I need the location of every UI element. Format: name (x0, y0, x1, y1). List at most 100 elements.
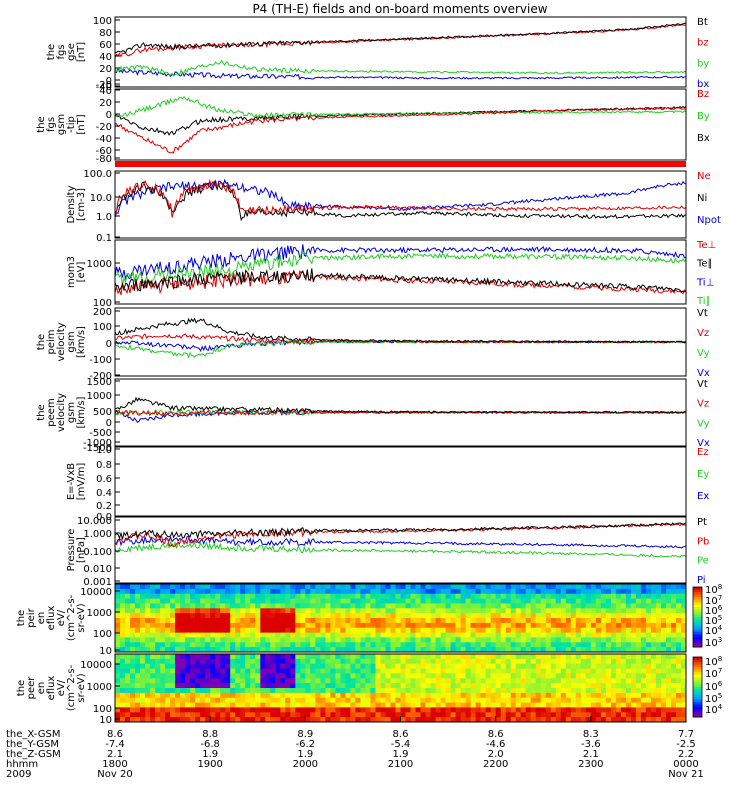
y-tick-label: 1000 (87, 259, 112, 270)
x-axis: the_X-GSMthe_Y-GSMthe_Z-GSMhhmm20098.6-7… (6, 716, 704, 780)
legend: Bz By Bx (697, 89, 710, 144)
y-tick-label: 100 (93, 298, 112, 309)
y-axis-label-line: en (36, 612, 47, 625)
y-axis-label-line: the (46, 44, 57, 60)
plot-frame (114, 583, 687, 653)
y-tick-label: 0.001 (83, 577, 112, 588)
y-tick-label: -80 (96, 154, 112, 165)
legend-entry-Vx: Vx (697, 368, 710, 379)
y-axis-label-line: the (36, 116, 47, 132)
series-bx (115, 67, 686, 80)
colorbar-tick-label: 103 (705, 636, 722, 649)
colorbar-tick-label: 105 (705, 614, 722, 627)
y-axis-label-line: eV/ (56, 679, 67, 696)
legend-entry-Te⊥: Te⊥ (696, 240, 716, 251)
x-tick-label: Nov 21 (668, 769, 703, 780)
legend-entry-Ni: Ni (697, 193, 707, 204)
legend: Vt Vz Vy Vx (697, 308, 710, 379)
y-axis-label-line: gse (66, 43, 77, 61)
colorbar-tick-label: 104 (705, 624, 723, 637)
y-tick-label: 0.2 (96, 501, 112, 512)
legend-entry-By: By (697, 111, 710, 122)
y-axis-label-line: [eV] (76, 262, 87, 283)
y-axis-label-line: [cm-3] (76, 188, 87, 221)
legend: Ne Ni Npot (697, 171, 721, 226)
legend-entry-Vy: Vy (697, 418, 710, 429)
legend-entry-Pb: Pb (697, 536, 709, 547)
legend-entry-Vz: Vz (697, 328, 709, 339)
y-axis-label: the peim velocity gsm [km/s] (36, 322, 87, 361)
legend-entry-Bt: Bt (697, 17, 708, 28)
y-axis-label-line: sr-eV) (76, 673, 87, 702)
x-tick-label: 2200 (483, 759, 508, 770)
y-tick-label: 100.0 (83, 169, 112, 180)
legend-entry-Vt: Vt (697, 379, 708, 390)
x-axis-row-label: 2009 (6, 769, 31, 780)
colorbar-tick-label: 104 (705, 703, 723, 716)
x-tick-label: 1.9 (297, 749, 313, 760)
y-tick-label: 100 (93, 322, 112, 333)
y-axis-label-line: (cm^2-s- (66, 594, 77, 641)
series-Pt (115, 522, 686, 540)
y-tick-label: -40 (96, 134, 112, 145)
y-tick-label: 1.0 (96, 212, 112, 223)
x-tick-label: 7.7 (678, 729, 694, 740)
x-tick-label: 2100 (388, 759, 413, 770)
y-tick-label: 10000 (80, 587, 112, 598)
legend-entry-Ey: Ey (697, 469, 709, 480)
y-tick-label: 80 (99, 28, 112, 39)
y-tick-label: 500 (93, 407, 112, 418)
y-axis-label-line: eflux (46, 676, 57, 701)
colorbar-tick-label: 108 (705, 655, 722, 668)
x-tick-label: 1.9 (393, 749, 409, 760)
series-bz (115, 24, 686, 58)
spectrogram (115, 584, 686, 652)
colorbar-tick-label: 108 (705, 583, 722, 596)
x-tick-label: -7.4 (105, 739, 125, 750)
y-axis-label: mom3 [eV] (66, 256, 87, 288)
legend-entry-bz: bz (697, 38, 709, 49)
series-Ti⊥ (115, 244, 686, 281)
y-axis-label-line: peir (26, 607, 37, 627)
x-tick-label: -2.5 (676, 739, 696, 750)
y-axis-label-line: the (16, 610, 27, 626)
legend: Bt bz by bx (697, 17, 709, 90)
series-Pi (115, 535, 686, 549)
y-axis-label-line: Density (66, 185, 77, 223)
legend-entry-by: by (697, 58, 709, 69)
x-tick-label: 2000 (293, 759, 318, 770)
chart-title: P4 (TH-E) fields and on-board moments ov… (252, 2, 547, 16)
y-tick-label: 40 (99, 52, 112, 63)
x-tick-label: -5.4 (391, 739, 411, 750)
y-axis-label: Density [cm-3] (66, 185, 87, 223)
y-tick-label: 0.6 (96, 474, 112, 485)
series-Vt (115, 317, 686, 344)
y-tick-label: 100 (93, 704, 112, 715)
legend-entry-Vt: Vt (697, 308, 708, 319)
y-axis-label-line: [km/s] (76, 396, 87, 428)
y-tick-label: 10.0 (90, 193, 112, 204)
y-tick-label: 1500 (87, 377, 112, 388)
y-axis-label-line: gsm (66, 402, 77, 423)
legend-entry-Te∥: Te∥ (696, 259, 713, 270)
y-axis-label-line: (cm^2-s- (66, 664, 77, 711)
y-axis-label-line: [nT] (76, 42, 87, 62)
y-tick-label: 0.100 (83, 547, 112, 558)
y-axis-label-line: gsm (66, 331, 77, 352)
y-tick-label: 0.1 (96, 233, 112, 244)
y-axis-label-line: sr-eV) (76, 603, 87, 632)
series-Ne (115, 178, 686, 218)
legend: Pt Pb Pe Pi (697, 517, 709, 586)
legend: Ez Ey Ex (697, 447, 709, 502)
x-tick-label: -6.2 (296, 739, 316, 750)
legend-entry-Bz: Bz (697, 89, 709, 100)
legend-entry-Vx: Vx (697, 438, 710, 449)
